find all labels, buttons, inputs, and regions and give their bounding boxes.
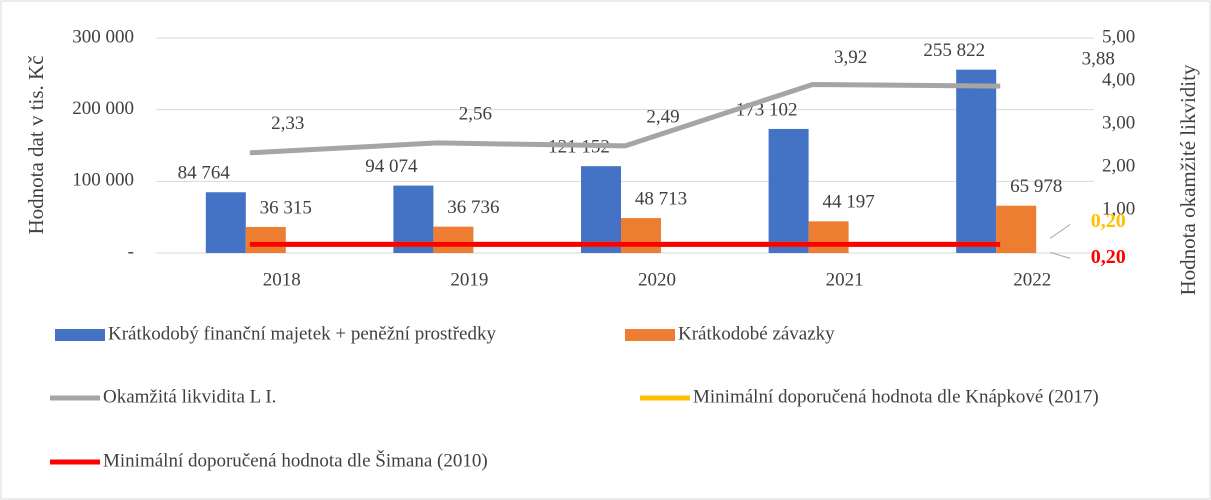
data-label: 36 736 — [447, 197, 499, 218]
leader-line — [1049, 223, 1071, 239]
data-label: 255 822 — [923, 40, 985, 61]
bar — [205, 192, 246, 253]
x-tick-label: 2019 — [450, 269, 488, 290]
legend-label: Krátkodobé závazky — [678, 323, 835, 344]
data-label: 2,56 — [459, 103, 492, 124]
data-label: 2,49 — [646, 106, 679, 127]
y2-tick-label: 5,00 — [1102, 26, 1135, 47]
y2-tick-label: 4,00 — [1102, 69, 1135, 90]
y-tick-label: 100 000 — [72, 170, 134, 191]
y2-tick-label: 1,00 — [1102, 198, 1135, 219]
y2-tick-label: 2,00 — [1102, 155, 1135, 176]
x-tick-label: 2022 — [1013, 269, 1051, 290]
y-tick-label: 200 000 — [72, 98, 134, 119]
x-tick-label: 2020 — [638, 269, 676, 290]
y-tick-label: - — [128, 241, 134, 262]
bar — [996, 205, 1037, 253]
y2-axis-title: Hodnota okamžité likvidity — [1176, 64, 1200, 295]
data-label: 84 764 — [178, 163, 231, 184]
legend-label: Minimální doporučená hodnota dle Knápkov… — [693, 386, 1099, 407]
legend-swatch — [55, 329, 105, 341]
data-label: 44 197 — [822, 192, 874, 213]
bar — [581, 166, 621, 253]
data-label: 0,20 — [1091, 246, 1126, 268]
data-label: 48 713 — [635, 188, 687, 209]
bar — [393, 185, 434, 253]
data-label: 36 315 — [260, 197, 312, 218]
bar — [768, 128, 809, 253]
legend-swatch — [625, 329, 675, 341]
data-label: 0,20 — [1091, 210, 1126, 232]
data-label: 2,33 — [271, 113, 304, 134]
y2-tick-label: 3,00 — [1102, 112, 1135, 133]
bar — [956, 69, 997, 254]
bar — [433, 226, 474, 253]
legend-label: Krátkodobý finanční majetek + peněžní pr… — [108, 323, 496, 344]
bar — [621, 218, 661, 253]
legend-label: Okamžitá likvidita L I. — [103, 386, 276, 407]
data-label: 3,88 — [1082, 49, 1115, 70]
x-tick-label: 2021 — [826, 269, 864, 290]
data-label: 173 102 — [736, 99, 798, 120]
y-tick-label: 300 000 — [72, 26, 134, 47]
line-series — [249, 81, 1001, 156]
data-label: 65 978 — [1010, 176, 1062, 197]
legend-label: Minimální doporučená hodnota dle Šimana … — [103, 449, 488, 471]
data-label: 94 074 — [365, 156, 418, 177]
bar — [245, 226, 286, 253]
y-axis-title: Hodnota dat v tis. Kč — [24, 55, 48, 234]
bar — [808, 221, 849, 253]
data-label: 3,92 — [834, 47, 867, 68]
leader-line — [1050, 251, 1071, 259]
x-tick-label: 2018 — [263, 269, 301, 290]
